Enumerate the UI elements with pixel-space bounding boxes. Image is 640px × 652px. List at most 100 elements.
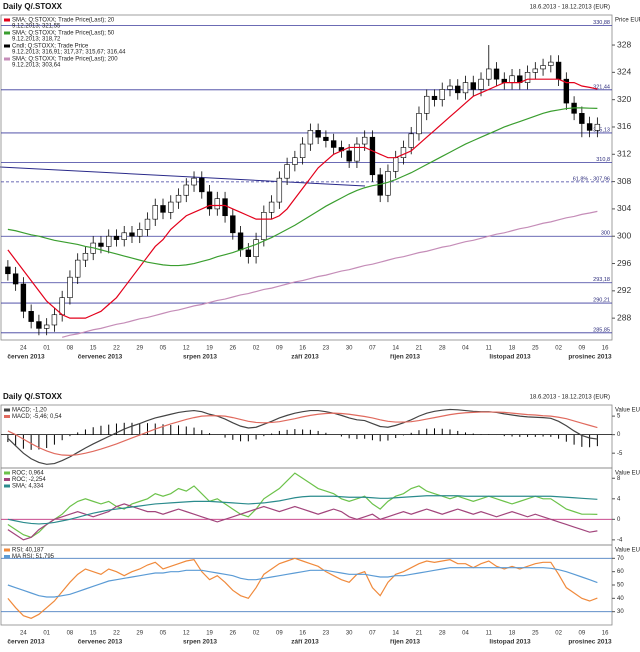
y-tick-label: 304 — [617, 203, 631, 213]
level-label: 310,8 — [596, 157, 610, 163]
candle-body — [268, 201, 275, 213]
y-tick-label: -5 — [617, 451, 623, 457]
x-tick-label: 23 — [323, 346, 330, 352]
series-line — [62, 210, 598, 338]
legend-label: SMA; 4,334 — [12, 484, 44, 490]
x-tick-label: 21 — [416, 346, 423, 352]
month-label: září 2013 — [291, 354, 319, 361]
axis-label: Value EUR — [615, 408, 640, 414]
x-tick-label: 19 — [206, 346, 213, 352]
chart-title: Daily Q/.STOXX — [3, 392, 63, 401]
x-tick-label: 09 — [276, 346, 283, 352]
x-tick-label: 25 — [532, 631, 539, 637]
candle-body — [237, 232, 244, 251]
month-label: srpen 2013 — [183, 354, 217, 361]
legend-swatch — [4, 57, 10, 61]
x-tick-label: 22 — [113, 631, 120, 637]
legend-label: ROC; -2,254 — [12, 477, 46, 483]
candle-body — [439, 89, 445, 100]
candle-body — [579, 113, 585, 124]
legend-swatch — [4, 18, 10, 22]
legend-label: ROC; 0,964 — [12, 471, 44, 477]
level-label: 293,18 — [593, 277, 610, 283]
candle-body — [98, 242, 104, 247]
candle-body — [462, 82, 469, 94]
candle-body — [524, 72, 531, 83]
x-tick-label: 16 — [602, 631, 609, 637]
candle-body — [292, 157, 298, 165]
series-line — [7, 408, 598, 465]
legend-label: MACD; -5,46; 0,54 — [12, 414, 62, 420]
legend-label: SMA; Q:STOXX; Trade Price(Last); 20 — [12, 18, 115, 24]
candle-body — [354, 143, 360, 162]
candle-body — [144, 218, 151, 230]
month-label: říjen 2013 — [390, 639, 420, 646]
legend-label: Cndl; Q:STOXX; Trade Price — [12, 44, 89, 50]
candle-body — [51, 314, 58, 326]
x-tick-label: 16 — [602, 346, 609, 352]
y-tick-label: 50 — [617, 583, 624, 589]
candle-body — [586, 123, 593, 131]
y-tick-label: 296 — [617, 258, 631, 268]
candle-body — [74, 259, 81, 278]
legend-label: RSI; 40,187 — [12, 548, 44, 554]
x-tick-label: 14 — [392, 346, 399, 352]
candle-body — [431, 95, 438, 100]
month-label: červenec 2013 — [78, 354, 123, 361]
candle-body — [509, 75, 515, 83]
series-line — [7, 567, 598, 598]
series-line — [7, 411, 598, 457]
x-tick-label: 18 — [509, 631, 516, 637]
y-tick-label: 60 — [617, 569, 624, 575]
x-tick-label: 07 — [369, 346, 376, 352]
candle-body — [137, 229, 143, 237]
x-tick-label: 04 — [462, 631, 469, 637]
candle-body — [307, 130, 314, 145]
legend-swatch — [4, 408, 10, 412]
x-tick-label: 30 — [346, 631, 353, 637]
candle-body — [20, 283, 27, 312]
x-tick-label: 08 — [67, 631, 74, 637]
x-tick-label: 07 — [369, 631, 376, 637]
candle-body — [113, 235, 120, 240]
x-tick-label: 30 — [346, 346, 353, 352]
candle-body — [346, 150, 352, 162]
y-tick-label: 320 — [617, 94, 631, 104]
x-tick-label: 01 — [43, 631, 50, 637]
series-line — [7, 495, 598, 525]
x-tick-label: 11 — [486, 631, 493, 637]
level-label: 315,13 — [593, 127, 610, 133]
x-tick-label: 21 — [416, 631, 423, 637]
candle-body — [416, 113, 422, 135]
x-tick-label: 11 — [486, 346, 493, 352]
candle-body — [129, 232, 135, 237]
candle-body — [28, 311, 34, 322]
candle-body — [594, 123, 601, 131]
legend-label: SMA; Q:STOXX; Trade Price(Last); 50 — [12, 31, 115, 37]
x-tick-label: 23 — [323, 631, 330, 637]
candle-body — [299, 143, 306, 158]
level-label: 290,21 — [593, 298, 610, 304]
x-tick-label: 02 — [253, 631, 260, 637]
series-line — [7, 472, 598, 538]
month-label: říjen 2013 — [390, 354, 420, 361]
legend-note: 9.12.2013; 316,91; 317,37; 315,67; 316,4… — [12, 50, 126, 56]
month-label: červenec 2013 — [78, 639, 123, 646]
level-label: 285,85 — [593, 327, 610, 333]
candle-body — [191, 177, 197, 186]
y-tick-label: 30 — [617, 609, 624, 615]
x-tick-label: 28 — [439, 631, 446, 637]
x-tick-label: 14 — [392, 631, 399, 637]
candle-body — [400, 147, 407, 158]
x-tick-label: 04 — [462, 346, 469, 352]
legend-swatch — [4, 555, 10, 558]
candle-body — [424, 95, 430, 114]
candle-body — [408, 133, 414, 148]
axis-label: Price EUR — [615, 18, 640, 24]
y-tick-label: 0 — [617, 517, 621, 523]
y-tick-label: -4 — [617, 537, 623, 543]
candle-body — [82, 252, 89, 261]
legend-note: 9.12.2013; 318,72 — [12, 37, 61, 43]
candle-body — [59, 297, 65, 316]
